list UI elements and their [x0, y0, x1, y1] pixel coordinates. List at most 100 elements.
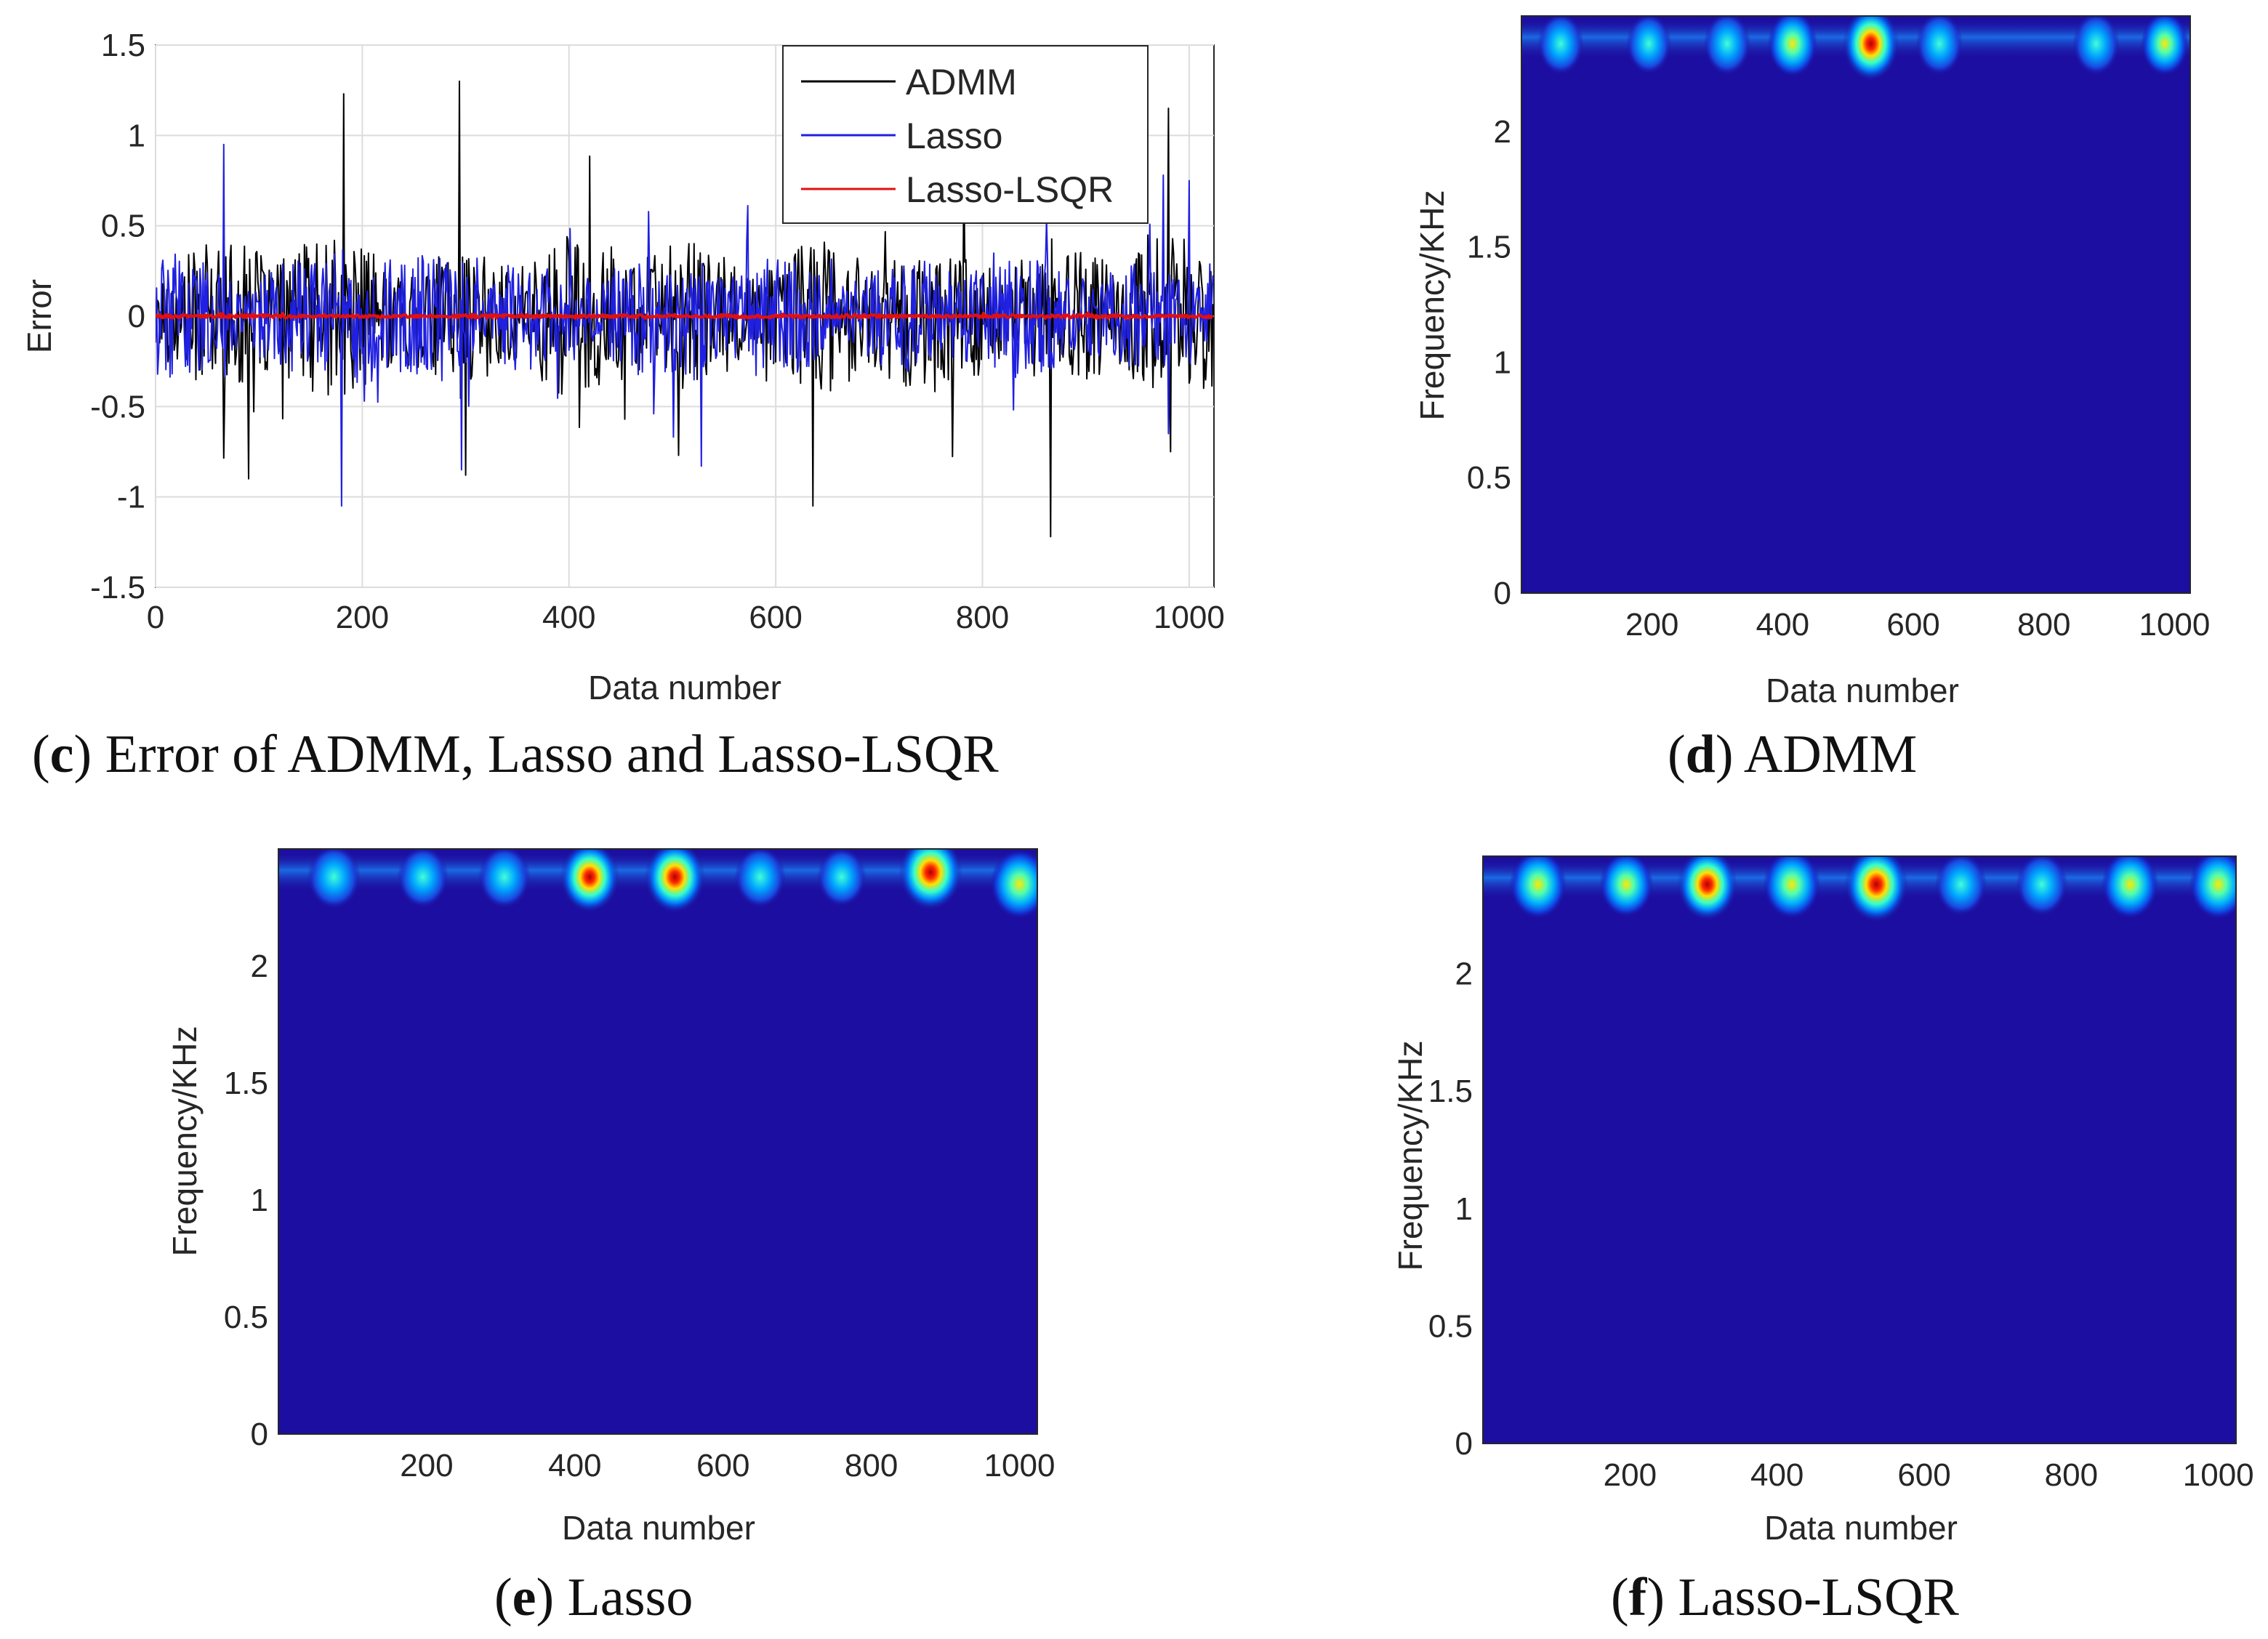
x-tick-label: 0 [147, 600, 164, 635]
x-tick-label: 800 [956, 600, 1009, 635]
heatmap-hotspot [478, 849, 531, 909]
y-tick-label: 0.5 [101, 209, 145, 244]
heatmap-hotspot [2141, 16, 2189, 76]
heatmap-hotspot [898, 849, 963, 911]
panel-f-y-ticks: 2 1.5 1 0.5 0 [1428, 957, 1473, 1462]
panel-c-series-group [156, 80, 1214, 538]
y-tick-label: 0 [128, 299, 145, 334]
y-tick-label: 1.5 [101, 28, 145, 63]
heatmap-hotspot [2016, 856, 2068, 917]
panel-d-plot-area [1521, 15, 2191, 594]
x-tick-label: 1000 [984, 1448, 1055, 1483]
heatmap-hotspot [2102, 856, 2159, 919]
x-tick-label: 400 [548, 1448, 601, 1483]
heatmap-frame [1482, 855, 2237, 1444]
x-tick-label: 800 [2017, 607, 2070, 643]
y-tick-label: 1.5 [224, 1066, 268, 1101]
panel-f-x-ticks: 200 400 600 800 1000 [1604, 1457, 2254, 1493]
heatmap-hotspot [1935, 856, 1987, 917]
heatmap-hotspot [1509, 856, 1567, 919]
panel-f-caption: (f) Lasso-LSQR [1611, 1568, 1960, 1627]
y-tick-label: 1 [1455, 1191, 1473, 1227]
panel-d-caption: (d) ADMM [1668, 725, 1917, 784]
x-tick-label: 1000 [1154, 600, 1225, 635]
y-tick-label: 0 [251, 1417, 268, 1452]
heatmap-hotspot [1703, 16, 1751, 76]
y-tick-label: 0.5 [1428, 1308, 1473, 1344]
x-tick-label: 600 [696, 1448, 749, 1483]
x-tick-label: 1000 [2139, 607, 2210, 643]
panel-e-lasso-heatmap: 2 1.5 1 0.5 0 200 400 600 800 1000 Data number F… [166, 848, 1055, 1627]
x-tick-label: 400 [1756, 607, 1809, 643]
heatmap-hotspot [1844, 856, 1908, 923]
y-tick-label: 0 [1455, 1426, 1473, 1462]
series-line-lasso [156, 143, 1214, 507]
x-tick-label: 800 [845, 1448, 898, 1483]
panel-e-y-axis-label: Frequency/KHz [166, 1026, 204, 1256]
y-tick-label: 0.5 [224, 1300, 268, 1335]
heatmap-frame [278, 848, 1038, 1435]
heatmap-hotspot [1537, 16, 1584, 75]
y-tick-label: 1.5 [1428, 1074, 1473, 1109]
panel-f-x-axis-label: Data number [1764, 1509, 1958, 1547]
heatmap-hotspot [397, 849, 449, 909]
heatmap-hotspot [2189, 856, 2236, 920]
x-tick-label: 600 [1897, 1457, 1950, 1493]
x-tick-label: 400 [1750, 1457, 1803, 1493]
y-tick-label: -1.5 [90, 570, 145, 605]
heatmap-background [278, 849, 1037, 1434]
heatmap-hotspot [990, 849, 1037, 919]
y-tick-label: 2 [1455, 957, 1473, 992]
panel-e-x-axis-label: Data number [562, 1509, 755, 1547]
panel-e-x-ticks: 200 400 600 800 1000 [400, 1448, 1055, 1483]
heatmap-background [1483, 856, 2236, 1443]
legend-label-lasso: Lasso [906, 116, 1002, 156]
panel-d-admm-heatmap: 2 1.5 1 0.5 0 200 400 600 800 1000 Data number F… [1413, 15, 2210, 784]
y-tick-label: 1 [1494, 345, 1511, 380]
x-tick-label: 600 [1886, 607, 1939, 643]
heatmap-hotspot [560, 849, 620, 913]
y-tick-label: -0.5 [90, 389, 145, 424]
x-tick-label: 200 [400, 1448, 453, 1483]
y-tick-label: -1 [117, 480, 145, 515]
heatmap-hotspot [734, 849, 786, 909]
heatmap-frame [1521, 15, 2191, 594]
y-tick-label: 2 [251, 949, 268, 984]
panel-d-y-axis-label: Frequency/KHz [1413, 190, 1451, 420]
heatmap-hotspot [644, 849, 706, 914]
x-tick-label: 200 [1604, 1457, 1657, 1493]
series-line-lasso-lsqr [156, 311, 1214, 321]
panel-f-y-axis-label: Frequency/KHz [1391, 1040, 1429, 1270]
panel-c-y-axis-label: Error [20, 279, 58, 353]
y-tick-label: 1 [251, 1183, 268, 1218]
legend-label-admm: ADMM [906, 62, 1017, 102]
panel-c-legend: ADMM Lasso Lasso-LSQR [782, 45, 1149, 224]
panel-c-x-ticks: 0 200 400 600 800 1000 [147, 600, 1225, 635]
x-tick-label: 600 [749, 600, 802, 635]
x-tick-label: 200 [336, 600, 389, 635]
panel-c-error-chart: 1.5 1 0.5 0 -0.5 -1 -1.5 0 200 400 600 800 1000 Dat… [20, 28, 1225, 784]
legend-label-lasso-lsqr: Lasso-LSQR [906, 169, 1114, 210]
heatmap-hotspot [817, 849, 866, 907]
x-tick-label: 200 [1625, 607, 1678, 643]
heatmap-hotspot [1843, 16, 1899, 81]
panel-c-x-axis-label: Data number [588, 669, 781, 706]
panel-f-lasso-lsqr-heatmap: 2 1.5 1 0.5 0 200 400 600 800 1000 Data number F… [1391, 855, 2254, 1627]
heatmap-hotspot [2072, 16, 2120, 76]
panel-c-y-ticks: 1.5 1 0.5 0 -0.5 -1 -1.5 [90, 28, 145, 605]
panel-d-y-ticks: 2 1.5 1 0.5 0 [1467, 114, 1511, 611]
y-tick-label: 1 [128, 118, 145, 153]
heatmap-hotspot [1599, 856, 1654, 918]
x-tick-label: 1000 [2183, 1457, 2254, 1493]
y-tick-label: 2 [1494, 114, 1511, 150]
heatmap-hotspot [307, 849, 361, 909]
heatmap-hotspot [1915, 16, 1963, 76]
panel-d-x-axis-label: Data number [1766, 672, 1959, 709]
panel-e-plot-area [278, 848, 1038, 1435]
panel-c-caption: (c) Error of ADMM, Lasso and Lasso-LSQR [32, 725, 999, 784]
heatmap-background [1521, 16, 2190, 593]
panel-d-x-ticks: 200 400 600 800 1000 [1625, 607, 2210, 643]
panel-e-caption: (e) Lasso [494, 1568, 693, 1627]
y-tick-label: 1.5 [1467, 230, 1511, 265]
heatmap-hotspot [1763, 856, 1821, 919]
